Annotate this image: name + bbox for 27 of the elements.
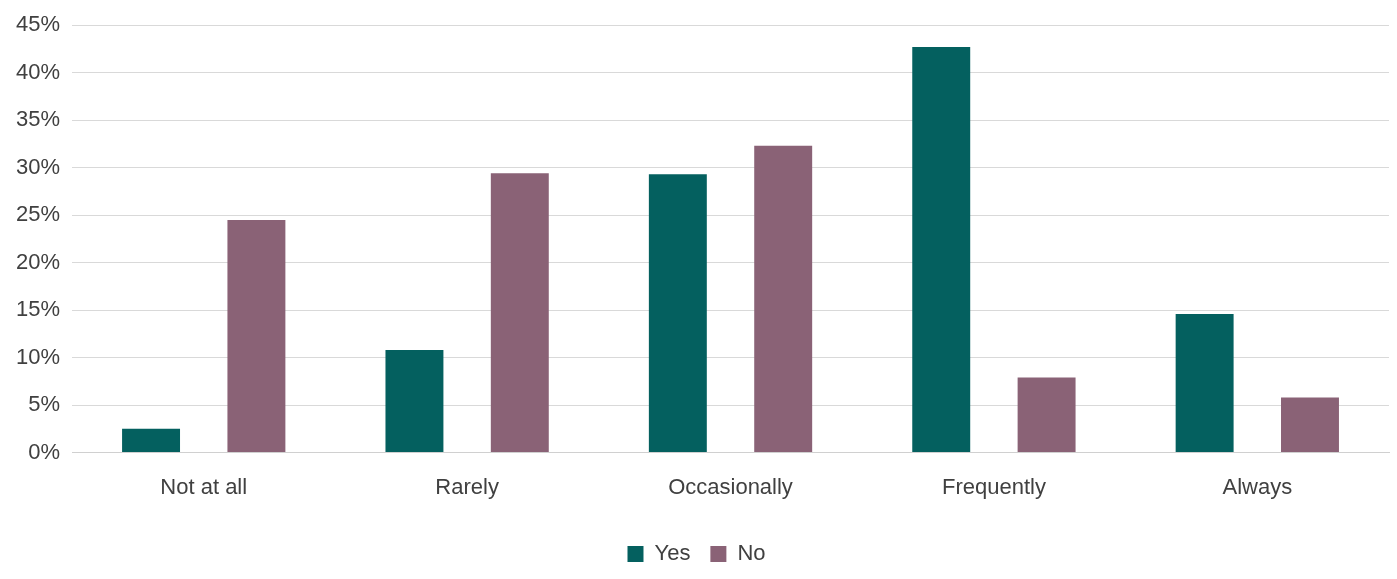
bar xyxy=(1175,313,1234,453)
y-tick-label: 15% xyxy=(15,296,61,322)
bar xyxy=(1281,397,1339,453)
x-tick-label: Not at all xyxy=(160,473,248,499)
legend-label: No xyxy=(737,540,766,566)
y-tick-label: 10% xyxy=(15,343,61,369)
x-tick-label: Frequently xyxy=(941,473,1046,499)
y-tick-label: 20% xyxy=(15,248,61,274)
y-tick-label: 0% xyxy=(28,438,61,464)
bar xyxy=(385,350,444,453)
y-tick-label: 40% xyxy=(15,58,61,84)
x-tick-label: Always xyxy=(1222,473,1293,499)
y-tick-label: 5% xyxy=(28,391,61,417)
y-tick-label: 30% xyxy=(15,153,61,179)
legend-label: Yes xyxy=(654,540,691,566)
y-tick-label: 35% xyxy=(15,106,61,132)
bar xyxy=(912,47,971,453)
x-tick-label: Rarely xyxy=(435,473,499,499)
bar xyxy=(754,145,813,453)
bar xyxy=(1017,377,1076,453)
bar xyxy=(122,428,181,453)
bar xyxy=(227,219,286,453)
bar xyxy=(648,174,707,453)
bar xyxy=(490,173,549,453)
x-tick-label: Occasionally xyxy=(668,473,793,499)
y-tick-label: 45% xyxy=(15,11,61,37)
y-tick-label: 25% xyxy=(15,201,61,227)
